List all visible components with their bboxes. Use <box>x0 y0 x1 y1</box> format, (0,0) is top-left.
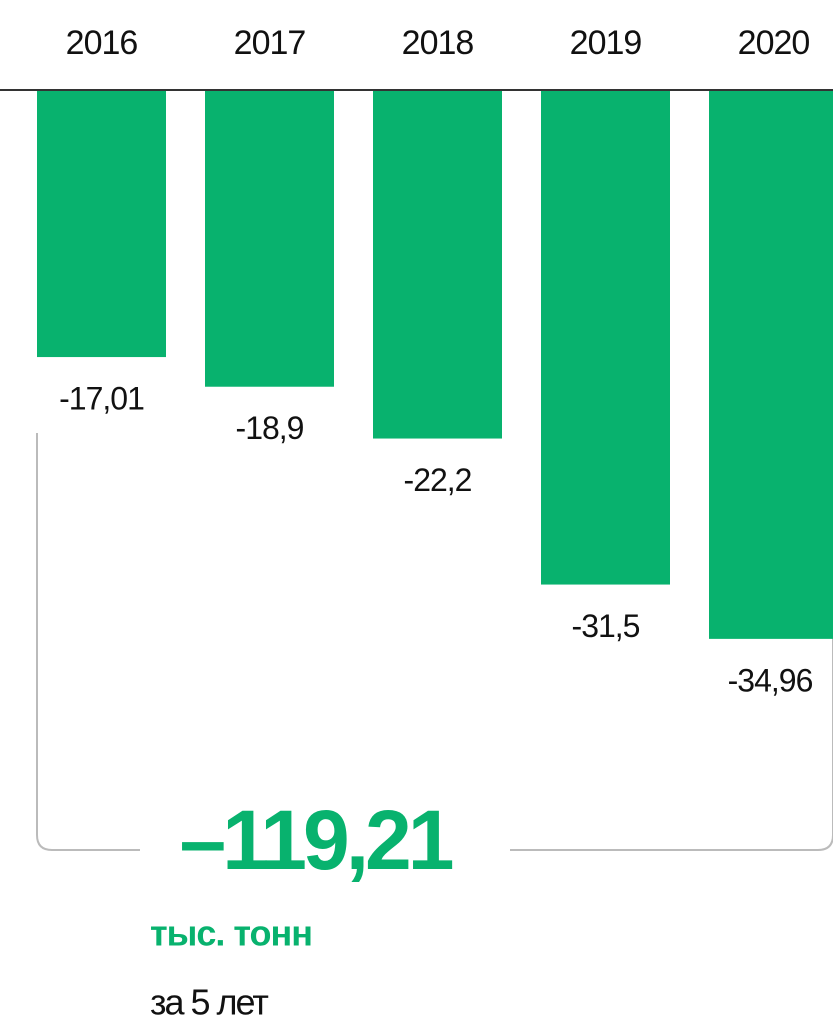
value-label: -17,01 <box>59 381 144 417</box>
x-tick-label: 2016 <box>66 24 138 62</box>
bar <box>373 91 502 439</box>
x-tick-label: 2017 <box>234 24 306 62</box>
bar <box>541 91 670 585</box>
x-tick-label: 2019 <box>570 24 642 62</box>
bar <box>37 91 166 358</box>
value-label: -22,2 <box>404 462 472 498</box>
bar <box>205 91 334 387</box>
value-label: -31,5 <box>572 608 640 644</box>
value-label: -18,9 <box>236 410 304 446</box>
period: за 5 лет <box>150 982 268 1023</box>
unit: тыс. тонн <box>150 913 312 954</box>
bar <box>709 91 833 639</box>
value-label: -34,96 <box>728 662 813 698</box>
x-tick-label: 2018 <box>402 24 474 62</box>
total: –119,21 <box>179 793 452 887</box>
x-tick-label: 2020 <box>738 24 810 62</box>
